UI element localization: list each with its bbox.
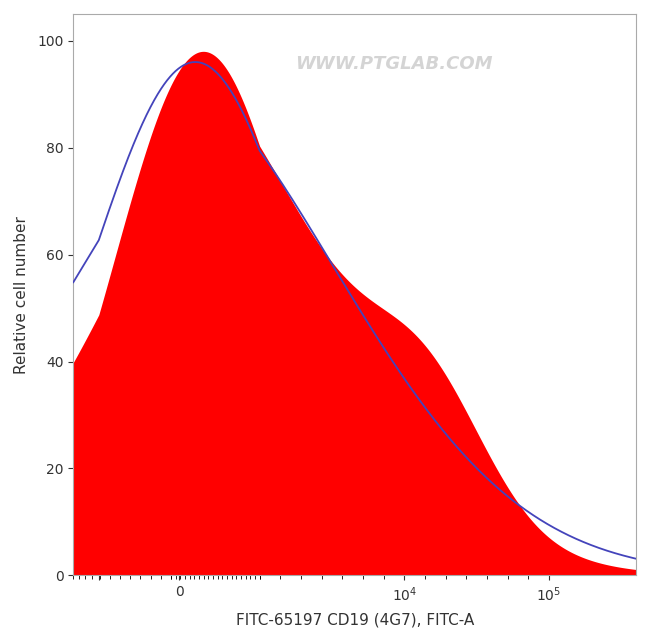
Text: WWW.PTGLAB.COM: WWW.PTGLAB.COM xyxy=(295,55,493,74)
X-axis label: FITC-65197 CD19 (4G7), FITC-A: FITC-65197 CD19 (4G7), FITC-A xyxy=(235,612,474,627)
Y-axis label: Relative cell number: Relative cell number xyxy=(14,216,29,374)
